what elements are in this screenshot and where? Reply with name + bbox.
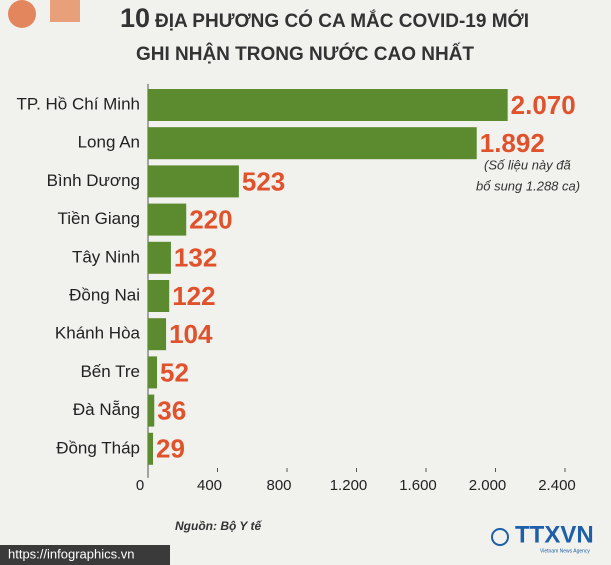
y-tick-label: Khánh Hòa xyxy=(55,324,141,343)
virus-icon xyxy=(8,0,36,28)
value-label: 220 xyxy=(189,204,232,234)
value-label: 1.892 xyxy=(480,128,545,158)
footer-logo-sub: Vietnam News Agency xyxy=(540,548,590,554)
bar xyxy=(148,241,171,274)
y-tick-label: Đồng Tháp xyxy=(56,438,140,457)
x-tick-label: 400 xyxy=(197,477,222,494)
x-tick-label: 1.600 xyxy=(399,477,437,494)
bar xyxy=(148,89,508,121)
copyright-icon xyxy=(491,528,509,546)
annotation: bổ sung 1.288 ca) xyxy=(476,178,580,193)
value-label: 29 xyxy=(156,434,185,464)
y-tick-label: Tây Ninh xyxy=(72,247,140,266)
value-label: 2.070 xyxy=(511,90,576,120)
value-label: 52 xyxy=(160,357,189,387)
value-label: 132 xyxy=(174,243,217,273)
bar xyxy=(148,280,170,312)
value-label: 122 xyxy=(172,281,215,311)
bar xyxy=(148,432,154,465)
y-tick-label: Bình Dương xyxy=(47,171,140,190)
footer-bar xyxy=(0,545,170,565)
footer-url: https://infographics.vn xyxy=(8,546,134,561)
annotation: (Số liệu này đã xyxy=(484,157,571,172)
x-tick-label: 2.400 xyxy=(538,477,576,494)
x-tick-label: 800 xyxy=(266,477,291,494)
bar xyxy=(148,394,155,427)
bar xyxy=(148,165,239,198)
value-label: 36 xyxy=(157,395,186,425)
footer-logo: TTXVN xyxy=(515,521,594,548)
y-tick-label: Tiền Giang xyxy=(57,209,140,228)
title-number: 10 xyxy=(120,3,150,33)
bar xyxy=(148,356,158,389)
chart-subtitle: GHI NHẬN TRONG NƯỚC CAO NHẤT xyxy=(136,43,474,65)
value-label: 523 xyxy=(242,166,285,196)
decor xyxy=(50,0,80,22)
source: Nguồn: Bộ Y tế xyxy=(175,519,263,533)
x-tick-label: 1.200 xyxy=(330,477,368,494)
bar xyxy=(148,318,167,351)
bar xyxy=(148,203,187,236)
value-label: 104 xyxy=(169,319,213,349)
y-tick-label: Long An xyxy=(78,133,140,152)
y-tick-label: Bến Tre xyxy=(80,362,140,381)
x-tick-label: 2.000 xyxy=(469,477,507,494)
y-tick-label: Đà Nẵng xyxy=(73,400,140,419)
chart-title: ĐỊA PHƯƠNG CÓ CA MẮC COVID-19 MỚI xyxy=(155,10,529,32)
y-tick-label: TP. Hồ Chí Minh xyxy=(17,94,140,113)
x-tick-label: 0 xyxy=(136,477,144,494)
bar xyxy=(148,127,477,160)
y-tick-label: Đồng Nai xyxy=(69,285,140,304)
